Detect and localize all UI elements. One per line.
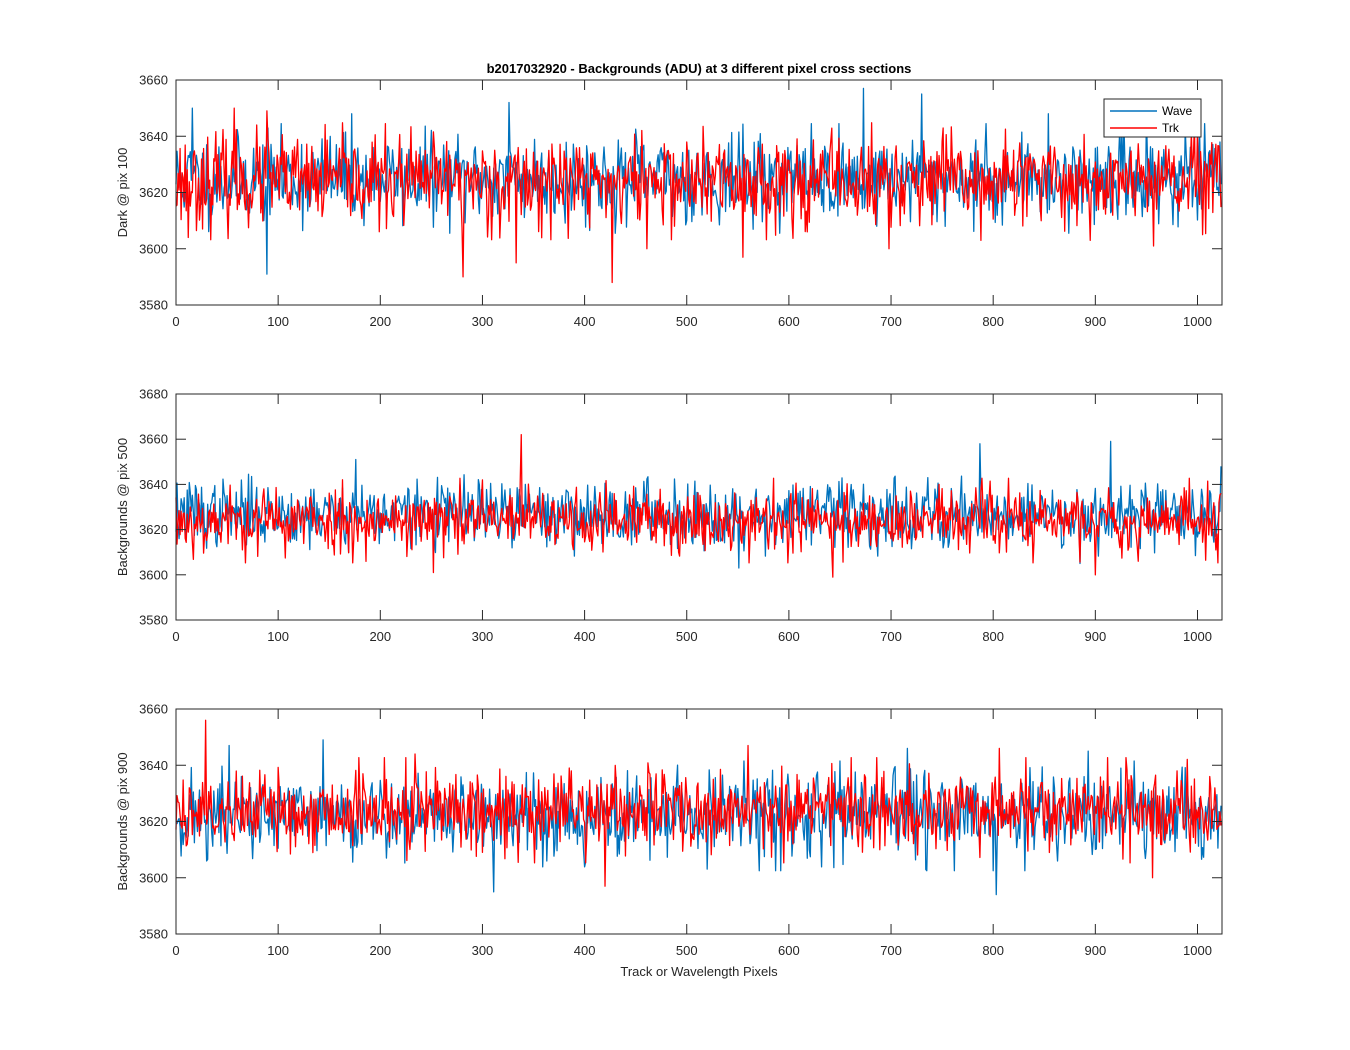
legend-label-trk: Trk (1162, 121, 1180, 135)
y-tick-label: 3580 (139, 298, 168, 313)
y-tick-label: 3640 (139, 758, 168, 773)
x-tick-label: 300 (472, 629, 494, 644)
x-tick-label: 300 (472, 314, 494, 329)
x-tick-label: 200 (369, 314, 391, 329)
series-line-trk (175, 434, 1222, 578)
series-group (175, 434, 1222, 578)
y-tick-label: 3600 (139, 241, 168, 256)
x-tick-label: 100 (267, 314, 289, 329)
x-tick-label: 900 (1084, 629, 1106, 644)
figure-title: b2017032920 - Backgrounds (ADU) at 3 dif… (487, 61, 912, 76)
y-tick-label: 3660 (139, 702, 168, 717)
x-tick-label: 200 (369, 629, 391, 644)
y-tick-label: 3640 (139, 129, 168, 144)
x-tick-label: 800 (982, 314, 1004, 329)
legend-box (1103, 98, 1202, 138)
x-tick-label: 700 (880, 943, 902, 958)
y-tick-label: 3600 (139, 870, 168, 885)
x-tick-label: 400 (574, 943, 596, 958)
y-tick-label: 3620 (139, 522, 168, 537)
y-tick-label: 3680 (139, 387, 168, 402)
x-tick-label: 500 (676, 629, 698, 644)
y-tick-label: 3620 (139, 814, 168, 829)
x-tick-label: 100 (267, 943, 289, 958)
y-tick-label: 3660 (139, 73, 168, 88)
x-tick-label: 600 (778, 314, 800, 329)
series-group (175, 87, 1222, 284)
x-tick-label: 300 (472, 943, 494, 958)
x-tick-label: 1000 (1183, 943, 1212, 958)
x-tick-label: 500 (676, 943, 698, 958)
x-tick-label: 1000 (1183, 314, 1212, 329)
series-line-trk (175, 719, 1222, 887)
x-tick-label: 600 (778, 629, 800, 644)
y-axis-label: Backgrounds @ pix 500 (115, 438, 130, 576)
y-tick-label: 3640 (139, 477, 168, 492)
series-line-trk (175, 107, 1222, 284)
series-group (175, 719, 1222, 896)
x-tick-label: 800 (982, 629, 1004, 644)
subplot-pix-900: 0 100 200 300 400 500 600 700 800 900 1000 3580 3600… (115, 702, 1223, 958)
subplot-pix-100: 0 100 200 300 400 500 600 700 800 900 1000 3580 3600… (115, 73, 1223, 329)
x-tick-label: 600 (778, 943, 800, 958)
x-tick-label: 1000 (1183, 629, 1212, 644)
x-tick-label: 700 (880, 314, 902, 329)
axes-box (175, 393, 1223, 621)
x-tick-label: 0 (172, 943, 179, 958)
subplot-pix-500: 0 100 200 300 400 500 600 700 800 900 1000 3580 3600… (115, 387, 1223, 644)
y-tick-label: 3600 (139, 567, 168, 582)
y-tick-label: 3620 (139, 185, 168, 200)
y-axis-label: Dark @ pix 100 (115, 148, 130, 238)
x-tick-label: 800 (982, 943, 1004, 958)
y-tick-label: 3580 (139, 927, 168, 942)
x-tick-label: 200 (369, 943, 391, 958)
x-tick-label: 400 (574, 314, 596, 329)
x-tick-label: 400 (574, 629, 596, 644)
y-axis-label: Backgrounds @ pix 900 (115, 752, 130, 890)
x-axis-label: Track or Wavelength Pixels (620, 964, 778, 979)
legend-label-wave: Wave (1162, 104, 1193, 118)
legend: Wave Trk (1103, 98, 1202, 138)
x-tick-label: 700 (880, 629, 902, 644)
x-tick-label: 100 (267, 629, 289, 644)
y-tick-label: 3660 (139, 432, 168, 447)
x-tick-label: 900 (1084, 943, 1106, 958)
y-tick-label: 3580 (139, 613, 168, 628)
x-tick-label: 900 (1084, 314, 1106, 329)
x-tick-label: 500 (676, 314, 698, 329)
x-tick-label: 0 (172, 629, 179, 644)
x-tick-label: 0 (172, 314, 179, 329)
